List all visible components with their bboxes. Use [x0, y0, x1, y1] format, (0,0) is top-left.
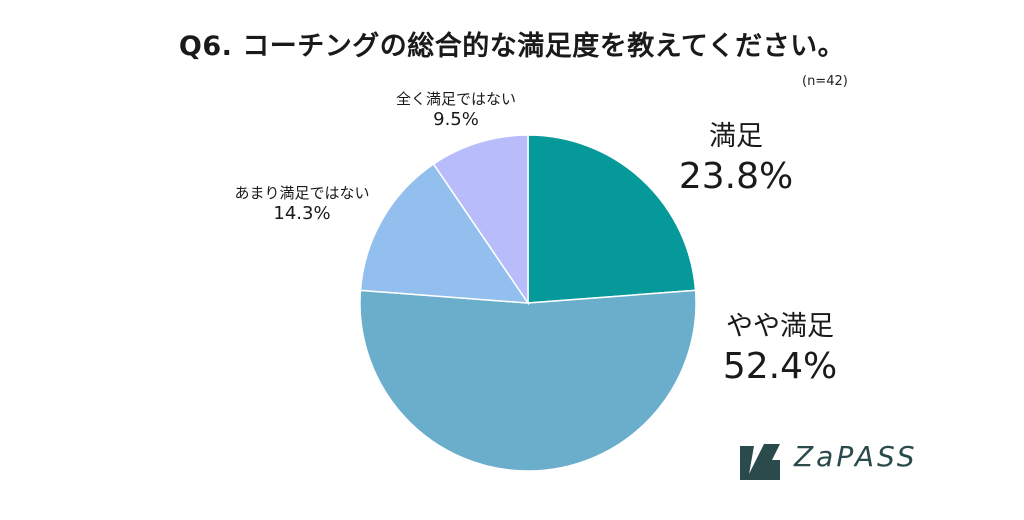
label-not-at-all-satisfied-percent: 9.5% — [433, 108, 479, 130]
chart-title: Q6. コーチングの総合的な満足度を教えてください。 — [178, 31, 846, 62]
slice-not-very-satisfied — [359, 163, 530, 304]
label-not-at-all-satisfied: 全く満足ではない 9.5% — [376, 90, 536, 131]
label-not-very-satisfied-category: あまり満足ではない — [234, 184, 370, 202]
label-satisfied-category: 満足 — [709, 121, 763, 152]
slice-satisfied — [527, 134, 697, 304]
sample-size-note: (n=42) — [802, 74, 848, 89]
label-not-very-satisfied-percent: 14.3% — [273, 202, 331, 224]
label-somewhat-satisfied: やや満足 52.4% — [710, 310, 850, 389]
label-not-at-all-satisfied-category: 全く満足ではない — [395, 90, 516, 108]
zapass-logo-text: ZaPASS — [794, 440, 918, 473]
label-somewhat-satisfied-category: やや満足 — [726, 311, 834, 342]
label-somewhat-satisfied-percent: 52.4% — [722, 345, 838, 387]
zapass-logo-mark-icon — [740, 444, 780, 480]
label-not-very-satisfied: あまり満足ではない 14.3% — [212, 184, 392, 225]
label-satisfied: 満足 23.8% — [676, 120, 796, 199]
label-satisfied-percent: 23.8% — [678, 155, 794, 197]
slice-somewhat-satisfied — [359, 289, 697, 472]
zapass-logo: ZaPASS — [740, 436, 915, 482]
slice-not-at-all-satisfied — [432, 134, 529, 306]
